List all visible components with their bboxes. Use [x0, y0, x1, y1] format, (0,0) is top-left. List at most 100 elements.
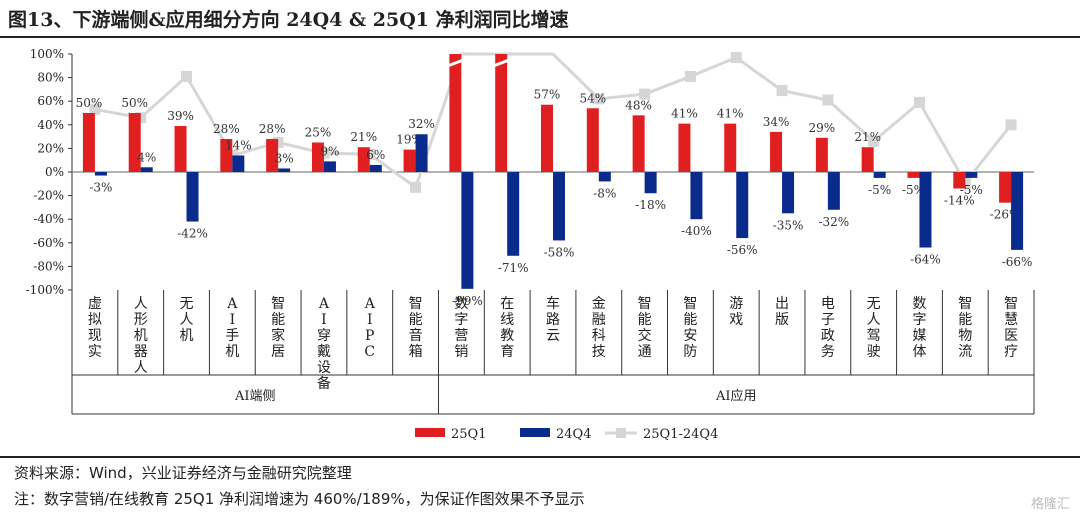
category-label-16: 电子政务: [821, 296, 835, 360]
bar-q4: [690, 172, 703, 220]
category-label-17: 无人驾驶: [867, 296, 881, 360]
bar-q1: [266, 138, 279, 172]
diff-marker: [730, 52, 742, 64]
category-label-20: 智慧医疗: [1004, 296, 1018, 360]
data-label-q1: 39%: [167, 109, 194, 123]
data-label-q4: -5%: [868, 183, 891, 197]
bar-q1: [953, 172, 966, 189]
data-label-q4: -40%: [681, 224, 712, 238]
diff-marker: [684, 70, 696, 82]
diff-marker: [822, 94, 834, 106]
bar-q4: [186, 172, 199, 222]
y-tick-label: 40%: [37, 118, 64, 132]
data-label-q4: -18%: [635, 198, 666, 212]
data-label-q4: -32%: [818, 215, 849, 229]
diff-marker: [181, 70, 193, 82]
category-label-5: A I 穿戴设备: [317, 296, 331, 392]
y-tick-label: 100%: [30, 47, 64, 61]
data-label-q4: -64%: [910, 253, 941, 267]
data-label-q4: 9%: [320, 144, 339, 158]
category-label-3: A I 手机: [225, 296, 239, 360]
category-label-2: 无人机: [180, 296, 194, 344]
y-tick-label: 60%: [37, 94, 64, 108]
category-label-0: 虚拟现实: [88, 296, 102, 360]
bar-q1: [449, 54, 462, 172]
bar-q1: [632, 115, 645, 172]
data-label-q1: 29%: [809, 121, 836, 135]
category-label-18: 数字媒体: [912, 296, 926, 360]
bar-q4: [232, 155, 245, 172]
bar-q4: [1011, 172, 1024, 250]
data-label-q1: 50%: [76, 96, 103, 110]
bar-q1: [770, 131, 783, 172]
data-label-q4: 6%: [366, 148, 385, 162]
data-label-q1: 41%: [671, 107, 698, 121]
data-label-q1: 25%: [305, 126, 332, 140]
bar-q1: [586, 108, 599, 172]
diff-marker: [410, 181, 422, 193]
data-label-q4: -66%: [1002, 255, 1033, 269]
bar-q1: [311, 142, 324, 172]
category-label-15: 出版: [775, 296, 789, 328]
bar-q4: [873, 172, 886, 178]
y-tick-label: -40%: [33, 212, 64, 226]
category-label-12: 智能交通: [638, 296, 652, 360]
data-label-q4: -58%: [544, 245, 575, 259]
y-tick-label: 20%: [37, 141, 64, 155]
diff-marker: [639, 88, 651, 100]
category-label-14: 游戏: [729, 296, 743, 328]
diff-marker: [89, 103, 101, 115]
axis-break-mark: [492, 58, 510, 68]
bar-q1: [541, 104, 553, 172]
data-label-q1: -14%: [944, 194, 975, 208]
axis-break-mark: [446, 58, 464, 68]
group-label-1: AI应用: [715, 388, 757, 404]
data-label-q1: 54%: [579, 91, 606, 105]
bar-q4: [140, 167, 153, 172]
category-label-10: 车路云: [546, 295, 560, 344]
data-label-q1: 21%: [854, 130, 881, 144]
legend-swatch-0: [415, 428, 445, 437]
bar-q1: [724, 123, 737, 172]
bar-q4: [94, 172, 107, 176]
data-label-q1: 57%: [534, 88, 561, 102]
category-label-7: 智能音箱: [409, 296, 423, 360]
bar-q4: [507, 172, 520, 256]
bar-q1: [82, 113, 95, 172]
bar-q1: [815, 137, 828, 172]
data-label-q4: -71%: [498, 261, 529, 275]
diff-marker: [776, 85, 788, 97]
data-label-q1: -5%: [902, 183, 925, 197]
data-label-q1: 41%: [717, 107, 744, 121]
data-label-q4: 14%: [225, 138, 252, 152]
bar-q4: [919, 172, 932, 248]
bar-q1: [128, 113, 141, 172]
bar-q1: [495, 54, 508, 172]
bar-q4: [323, 161, 336, 172]
data-label-q4: 32%: [408, 117, 435, 131]
data-label-q4: -5%: [960, 183, 983, 197]
data-label-q4: -56%: [727, 243, 758, 257]
title-bar: 图13、下游端侧&应用细分方向 24Q4 & 25Q1 净利润同比增速: [0, 0, 1080, 36]
legend-label-1: 24Q4: [556, 427, 591, 442]
bar-q4: [369, 164, 382, 172]
data-label-q4: -99%: [452, 294, 483, 308]
diff-marker: [1005, 119, 1017, 131]
category-label-19: 智能物流: [958, 296, 972, 360]
diff-marker: [868, 135, 880, 147]
bar-q4: [598, 172, 611, 182]
data-label-q4: 4%: [137, 150, 156, 164]
top-rule: [0, 36, 1080, 38]
source-note: 资料来源：Wind，兴业证券经济与金融研究院整理: [14, 464, 352, 482]
bar-q1: [678, 123, 691, 172]
category-label-4: 智能家居: [271, 296, 285, 360]
data-label-q4: -42%: [177, 227, 208, 241]
y-tick-label: -60%: [33, 236, 64, 250]
legend-label-2: 25Q1-24Q4: [643, 427, 718, 442]
watermark-text: 格隆汇: [1030, 497, 1070, 512]
bar-q4: [278, 168, 291, 172]
data-label-q1: 28%: [213, 122, 240, 136]
figure-title: 图13、下游端侧&应用细分方向 24Q4 & 25Q1 净利润同比增速: [8, 9, 569, 31]
bar-q4: [553, 172, 565, 241]
